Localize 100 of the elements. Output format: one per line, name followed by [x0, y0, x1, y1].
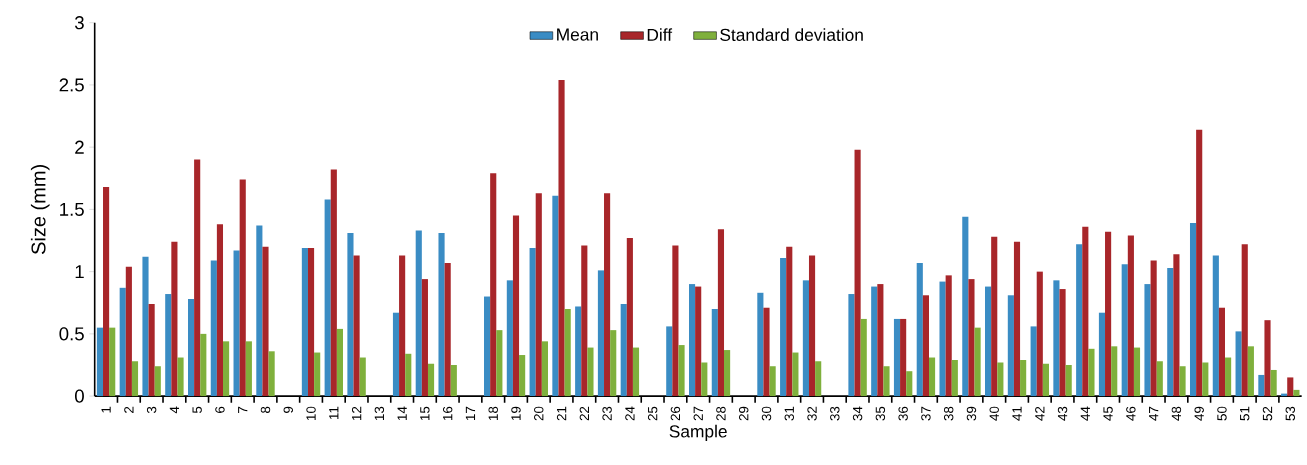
bar	[1218, 307, 1226, 396]
bar	[575, 306, 582, 396]
bar	[985, 286, 992, 396]
bar	[1270, 369, 1277, 396]
bar	[792, 352, 799, 396]
bar	[148, 303, 155, 396]
bar	[535, 192, 542, 396]
bar	[564, 308, 571, 396]
bar	[1007, 295, 1014, 396]
x-tick-label: 39	[966, 406, 977, 421]
x-tick-label: 14	[397, 406, 407, 420]
bar	[552, 195, 559, 396]
legend-label: Mean	[557, 28, 598, 41]
x-tick-label: 42	[1035, 406, 1045, 421]
bar	[359, 357, 366, 396]
bar	[496, 329, 503, 396]
bar	[1212, 255, 1219, 396]
bar	[1235, 331, 1242, 396]
bar	[701, 362, 708, 396]
bar	[1179, 366, 1186, 396]
bar	[974, 327, 981, 396]
bar	[450, 364, 457, 396]
bar	[1082, 226, 1089, 396]
bar	[717, 229, 725, 396]
y-tick-label: 3	[74, 15, 84, 30]
x-tick-label: 24	[625, 406, 635, 421]
bar	[1098, 312, 1106, 396]
x-tick-label: 31	[784, 406, 794, 421]
x-tick-label: 36	[898, 406, 908, 421]
bar	[506, 280, 513, 396]
bar	[1121, 263, 1128, 396]
bar	[541, 341, 548, 396]
bar	[1258, 374, 1265, 396]
bar	[194, 159, 201, 396]
bar	[1059, 288, 1066, 396]
bar	[991, 236, 998, 396]
x-tick-label: 25	[647, 406, 658, 421]
bar	[757, 292, 764, 396]
x-tick-label: 45	[1103, 406, 1113, 421]
bar	[724, 349, 731, 396]
bar	[951, 359, 958, 396]
bar	[808, 255, 816, 396]
bar	[1156, 361, 1163, 396]
bar	[558, 79, 565, 396]
bar	[512, 215, 520, 396]
x-tick-label: 32	[807, 406, 817, 421]
bar	[165, 293, 172, 396]
bar	[997, 362, 1004, 396]
bar	[347, 232, 354, 396]
bar	[597, 270, 605, 396]
bar	[1150, 260, 1157, 396]
y-tick-label: 0.5	[59, 327, 84, 341]
bar	[216, 224, 224, 396]
x-tick-label: 44	[1080, 406, 1090, 421]
bar	[330, 169, 337, 396]
bar	[666, 326, 673, 396]
x-tick-label: 18	[488, 406, 498, 420]
x-tick-label: 41	[1012, 406, 1022, 421]
x-tick-label: 15	[420, 406, 430, 420]
bar	[415, 230, 422, 396]
legend-label: Diff	[647, 28, 673, 41]
bar	[815, 361, 822, 396]
bar	[1189, 222, 1197, 396]
bar	[1088, 348, 1095, 396]
x-tick-label: 28	[716, 406, 726, 421]
bar	[883, 366, 890, 396]
bar	[1225, 357, 1232, 396]
bar	[444, 262, 451, 396]
y-tick-label: 2.5	[59, 78, 84, 92]
bar	[1202, 362, 1209, 396]
bar	[871, 286, 878, 396]
x-tick-label: 17	[465, 406, 476, 420]
bar	[119, 287, 126, 396]
bar	[1076, 244, 1083, 396]
bar	[1127, 235, 1134, 396]
bar	[711, 308, 718, 396]
x-tick-label: 1	[101, 406, 111, 413]
x-tick-label: 49	[1194, 406, 1204, 421]
bar	[678, 344, 685, 396]
x-tick-label: 6	[215, 406, 225, 413]
bar	[392, 312, 400, 396]
bar	[1133, 347, 1141, 396]
x-tick-label: 48	[1171, 406, 1182, 421]
bar	[1264, 319, 1271, 396]
y-tick-label: 1	[75, 264, 84, 278]
bar	[177, 357, 184, 396]
bar	[262, 246, 269, 396]
bar	[620, 303, 627, 396]
x-tick-label: 27	[693, 406, 703, 421]
x-tick-label: 23	[602, 406, 612, 421]
x-tick-label: 35	[875, 406, 886, 421]
bar	[210, 260, 217, 396]
bar	[945, 275, 952, 396]
bar	[438, 232, 445, 396]
bar	[131, 361, 139, 396]
bar	[1036, 271, 1043, 396]
bar	[490, 173, 497, 396]
bar	[245, 341, 252, 396]
x-tick-label: 16	[442, 406, 453, 420]
bar	[854, 149, 861, 396]
